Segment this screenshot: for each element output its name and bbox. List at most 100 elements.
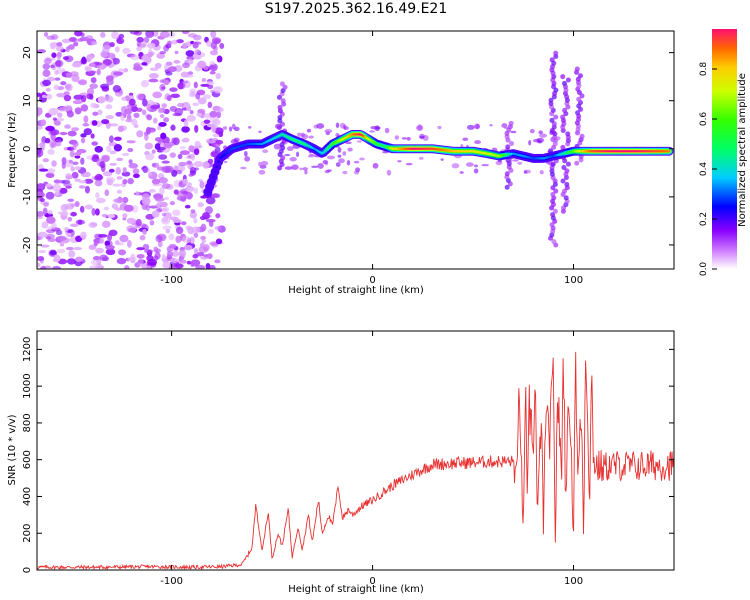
noise-speckle: [158, 177, 168, 184]
noise-speckle: [131, 204, 139, 213]
noise-speckle: [136, 93, 145, 101]
y-tick-label: 600: [22, 450, 33, 469]
noise-speckle: [127, 177, 134, 185]
noise-speckle: [186, 160, 192, 165]
noise-speckle: [99, 161, 106, 169]
noise-speckle: [113, 143, 123, 152]
noise-speckle: [94, 62, 103, 66]
noise-speckle: [88, 63, 96, 67]
noise-speckle: [576, 96, 582, 102]
noise-speckle: [177, 82, 186, 90]
ridge-point: [401, 147, 405, 151]
noise-speckle: [200, 256, 209, 260]
noise-speckle: [51, 160, 57, 167]
ridge-point: [398, 147, 401, 151]
noise-speckle: [68, 250, 76, 258]
ridge-point: [658, 149, 662, 153]
noise-speckle: [549, 57, 555, 63]
noise-speckle: [579, 133, 585, 139]
noise-speckle: [108, 135, 114, 143]
noise-speckle: [189, 167, 197, 174]
noise-speckle: [343, 126, 349, 131]
ridge-point: [597, 149, 600, 153]
noise-speckle: [215, 72, 222, 80]
noise-speckle: [136, 130, 144, 138]
noise-speckle: [40, 119, 47, 126]
noise-speckle: [528, 140, 532, 146]
noise-speckle: [178, 249, 187, 258]
noise-speckle: [188, 173, 194, 177]
noise-speckle: [459, 171, 464, 174]
noise-speckle: [215, 107, 224, 113]
noise-speckle: [167, 40, 172, 46]
noise-speckle: [105, 75, 114, 82]
noise-speckle: [116, 157, 124, 162]
ridge-point: [461, 149, 465, 153]
noise-speckle: [124, 108, 133, 115]
noise-speckle: [353, 160, 360, 164]
x-tick-label: 0: [369, 576, 375, 587]
noise-speckle: [80, 32, 85, 38]
noise-speckle: [127, 147, 134, 153]
noise-speckle: [179, 150, 190, 156]
noise-speckle: [127, 239, 132, 248]
ridge-point: [360, 133, 363, 137]
noise-speckle: [109, 42, 115, 48]
noise-speckle: [550, 161, 556, 167]
noise-speckle: [37, 262, 41, 268]
noise-speckle: [179, 145, 186, 150]
ridge-point: [636, 149, 640, 153]
noise-speckle: [345, 141, 352, 145]
noise-speckle: [163, 79, 170, 86]
noise-speckle: [553, 50, 559, 56]
noise-speckle: [167, 66, 177, 73]
noise-speckle: [122, 196, 129, 204]
noise-speckle: [56, 235, 67, 241]
ridge-point: [423, 147, 427, 151]
ridge-point: [640, 149, 644, 153]
noise-speckle: [112, 57, 120, 65]
noise-speckle: [214, 139, 224, 145]
noise-speckle: [158, 122, 167, 127]
noise-speckle: [86, 93, 94, 100]
noise-speckle: [440, 158, 444, 161]
ridge-point: [351, 133, 354, 136]
noise-speckle: [107, 52, 115, 59]
noise-speckle: [169, 87, 178, 92]
noise-speckle: [145, 152, 155, 161]
ridge-point: [248, 142, 251, 146]
noise-speckle: [97, 109, 103, 116]
noise-speckle: [113, 136, 122, 142]
y-tick-label: 0: [22, 146, 33, 152]
noise-speckle: [94, 179, 103, 187]
ridge-point: [441, 148, 445, 152]
noise-speckle: [97, 95, 106, 104]
noise-speckle: [118, 249, 127, 256]
noise-speckle: [299, 167, 303, 171]
noise-speckle: [186, 105, 192, 112]
ridge-point: [430, 147, 434, 151]
noise-speckle: [42, 158, 49, 163]
ridge-point: [219, 156, 222, 160]
ridge-point: [327, 146, 331, 149]
noise-speckle: [202, 161, 210, 169]
noise-speckle: [154, 62, 162, 69]
noise-speckle: [561, 165, 567, 171]
ridge-point: [622, 149, 626, 153]
noise-speckle: [489, 124, 493, 127]
noise-speckle: [141, 109, 147, 116]
noise-speckle: [140, 79, 149, 88]
noise-speckle: [161, 183, 171, 190]
noise-speckle: [562, 188, 568, 194]
noise-speckle: [41, 265, 47, 269]
noise-speckle: [180, 80, 189, 84]
noise-speckle: [283, 154, 291, 157]
noise-speckle: [505, 144, 511, 150]
noise-speckle: [197, 97, 207, 105]
noise-speckle: [150, 104, 161, 110]
x-tick-label: -100: [160, 576, 183, 587]
noise-speckle: [61, 38, 72, 44]
ridge-point: [425, 147, 428, 151]
noise-speckle: [90, 102, 97, 109]
noise-speckle: [192, 253, 199, 259]
